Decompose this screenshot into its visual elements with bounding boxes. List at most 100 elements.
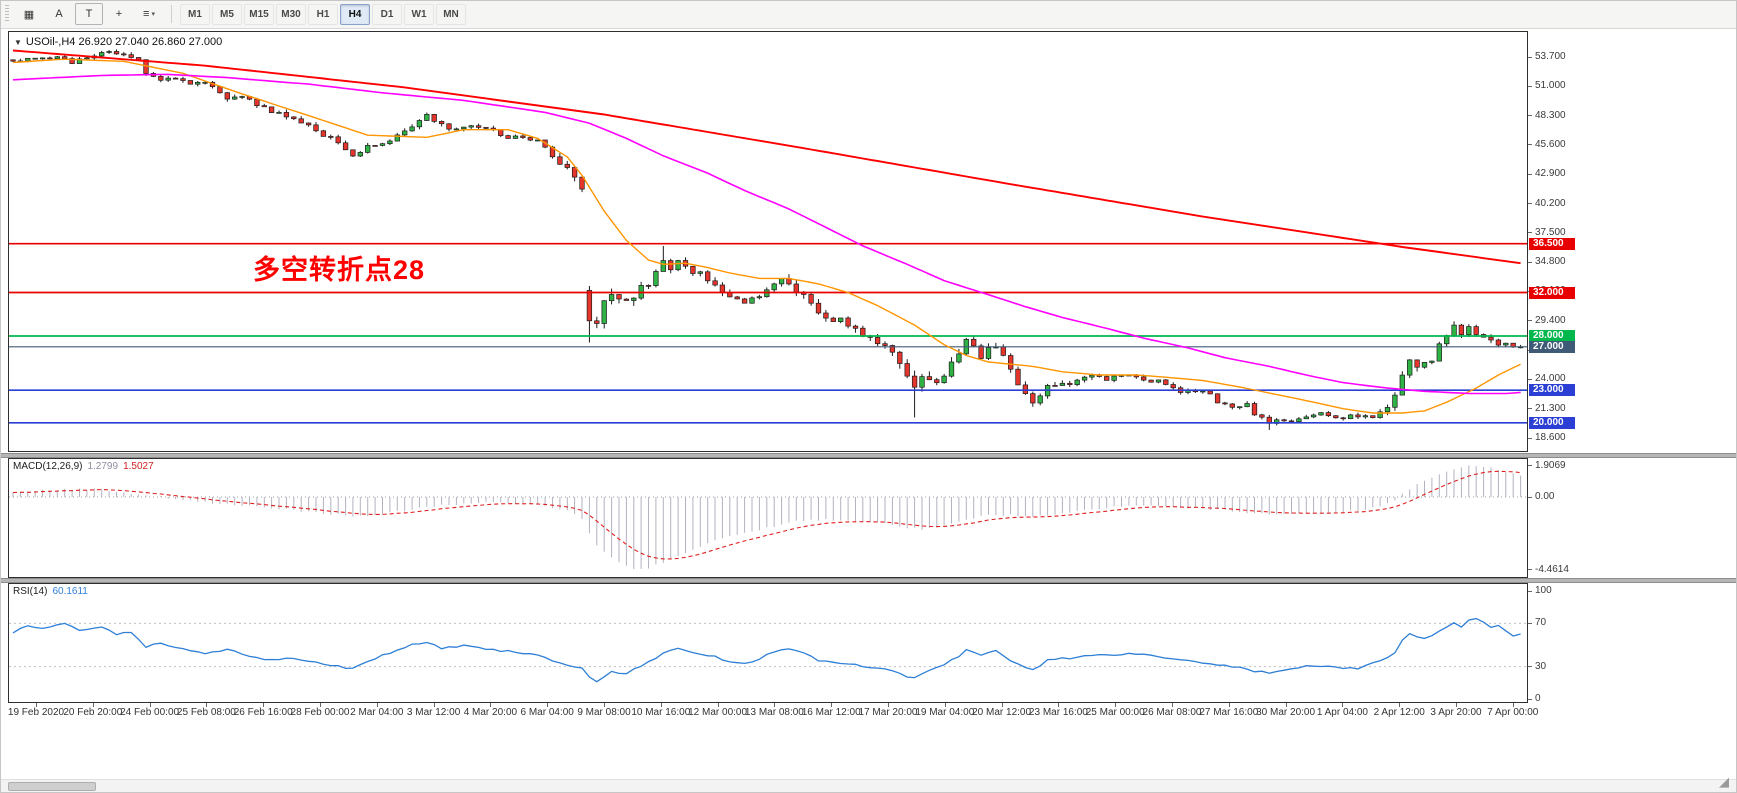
resize-grip-icon[interactable]: ◢ [1719,774,1729,789]
price-level-badge: 23.000 [1529,384,1575,397]
time-tick [1228,703,1230,707]
price-tick-label: 34.800 [1535,256,1566,268]
macd-panel-canvas[interactable] [8,458,1528,578]
time-tick [1058,703,1060,707]
time-label: 25 Feb 08:00 [176,707,236,718]
timeframe-button-m1[interactable]: M1 [180,3,210,25]
time-label: 6 Mar 04:00 [520,707,574,718]
price-tick [1528,115,1532,117]
timeframe-button-mn[interactable]: MN [436,3,466,25]
price-tick [1528,144,1532,146]
timeframe-button-w1[interactable]: W1 [404,3,434,25]
price-tick-label: 29.400 [1535,314,1566,326]
time-tick [36,703,37,707]
time-label: 19 Mar 04:00 [915,707,975,718]
price-level-badge: 20.000 [1529,416,1575,429]
scrollbar-thumb[interactable] [8,782,96,791]
price-axis[interactable]: 53.700 51.000 48.300 45.600 42.900 40.200 37.5… [1528,31,1737,452]
time-tick [206,703,208,707]
rsi-tick-label: 0 [1535,693,1541,704]
time-tick [774,703,776,707]
time-tick [433,703,435,707]
horizontal-scrollbar[interactable] [0,779,1737,792]
chart-grid-tool-button[interactable]: ▦ [23,8,35,21]
macd-tick [1528,465,1532,467]
time-tick [604,703,605,707]
panel-splitter-macd[interactable] [0,453,1737,458]
text-tool-button[interactable]: T [75,3,103,25]
time-tick [263,703,265,707]
time-tick [1456,703,1457,707]
time-label: 13 Mar 08:00 [744,707,804,718]
chart-annotation[interactable]: 多空转折点28 [253,255,426,285]
text-label-tool-button[interactable]: A [55,8,63,20]
rsi-panel-canvas[interactable] [8,583,1528,703]
toolbar-gripper[interactable] [5,5,9,23]
time-label: 30 Mar 20:00 [1256,707,1316,718]
ma-mid-line [12,73,1521,395]
price-tick-label: 45.600 [1535,138,1566,150]
time-label: 2 Apr 12:00 [1373,707,1425,718]
timeframe-button-h1[interactable]: H1 [308,3,338,25]
price-level-badge: 27.000 [1529,340,1575,353]
price-tick-label: 24.000 [1535,373,1566,385]
rsi-tick [1528,666,1532,668]
rsi-plot-border [8,583,1528,703]
collapse-icon[interactable]: ▼ [14,38,22,47]
symbol-info: ▼ USOil-,H4 26.920 27.040 26.860 27.000 [14,36,222,48]
time-tick [320,703,321,707]
time-axis[interactable]: 19 Feb 2020 20 Feb 20:00 24 Feb 00:00 25 Fe… [0,703,1737,719]
toolbar: ▦ A T + ≡ ▾ M1 M5 M15 M30 H1 H4 D1 W1 MN [0,0,1737,29]
macd-tick [1528,496,1532,498]
macd-name: MACD(12,26,9) [13,461,83,472]
macd-plot-border [8,458,1528,578]
time-tick [944,703,946,707]
time-label: 1 Apr 04:00 [1316,707,1368,718]
timeframe-button-h4[interactable]: H4 [340,3,370,25]
time-label: 4 Mar 20:00 [463,707,518,718]
price-tick-label: 53.700 [1535,51,1566,62]
time-label: 17 Mar 20:00 [858,707,918,718]
time-label: 7 Apr 00:00 [1487,707,1539,718]
objects-dropdown-button[interactable]: ≡ ▾ [143,8,155,20]
time-label: 3 Mar 12:00 [406,707,461,718]
macd-axis: 1.9069 0.00 -4.4614 [1528,458,1737,578]
price-tick [1528,85,1532,87]
toolbar-separator [171,5,172,23]
price-tick [1528,378,1532,380]
rsi-axis: 100 70 30 0 [1528,583,1737,704]
time-tick [149,703,151,707]
rsi-label: RSI(14) 60.1611 [13,586,88,597]
timeframe-button-m30[interactable]: M30 [276,3,306,25]
time-label: 28 Feb 00:00 [290,707,350,718]
timeframe-button-m5[interactable]: M5 [212,3,242,25]
price-tick-label: 40.200 [1535,197,1566,209]
main-chart-canvas[interactable] [8,31,1528,452]
time-label: 20 Mar 12:00 [972,707,1032,718]
rsi-name: RSI(14) [13,586,48,597]
macd-signal-value: 1.5027 [123,461,154,472]
rsi-tick-label: 100 [1535,585,1552,596]
price-tick [1528,320,1532,322]
macd-histogram [12,465,1522,570]
time-label: 20 Feb 20:00 [63,707,123,718]
price-tick-label: 51.000 [1535,80,1566,92]
timeframe-button-m15[interactable]: M15 [244,3,274,25]
time-tick [888,703,889,707]
main-plot-border [8,31,1528,452]
price-tick [1528,408,1532,410]
price-tick [1528,232,1532,234]
rsi-tick-label: 70 [1535,617,1547,629]
panel-splitter-rsi[interactable] [0,578,1737,583]
rsi-value: 60.1611 [52,586,88,597]
price-level-badge: 28.000 [1529,329,1575,342]
crosshair-tool-button[interactable]: + [115,8,123,20]
macd-tick-label: 1.9069 [1535,459,1566,471]
price-tick [1528,261,1532,263]
price-tick [1528,173,1532,175]
time-label: 23 Mar 16:00 [1028,707,1088,718]
time-label: 9 Mar 08:00 [577,707,631,718]
timeframe-button-d1[interactable]: D1 [372,3,402,25]
time-label: 19 Feb 2020 [7,707,65,718]
